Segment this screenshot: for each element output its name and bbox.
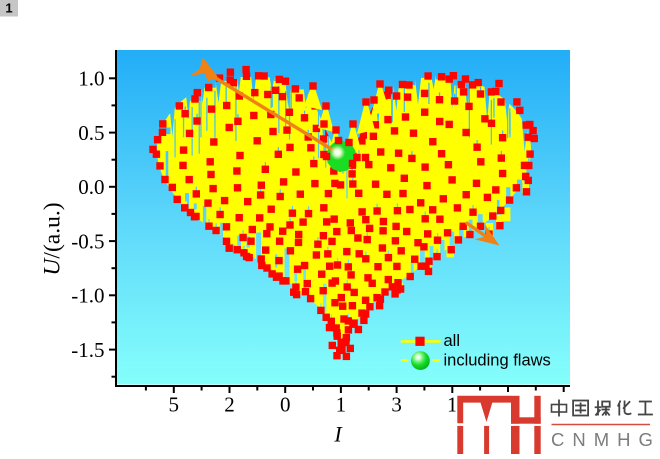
svg-text:all: all [444, 332, 461, 350]
svg-text:0: 0 [280, 393, 291, 417]
svg-text:5: 5 [169, 393, 180, 417]
svg-text:1: 1 [5, 1, 12, 16]
svg-text:0.0: 0.0 [78, 175, 104, 199]
svg-text:-1.5: -1.5 [71, 338, 104, 362]
svg-text:U/(a.u.): U/(a.u.) [40, 202, 66, 275]
svg-text:-0.5: -0.5 [71, 229, 104, 253]
svg-text:-1.0: -1.0 [71, 284, 104, 308]
svg-text:I: I [333, 422, 343, 447]
svg-text:3: 3 [391, 393, 402, 417]
svg-text:including flaws: including flaws [444, 352, 551, 370]
svg-text:0.5: 0.5 [78, 121, 104, 145]
svg-text:2: 2 [224, 393, 235, 417]
svg-text:1: 1 [336, 393, 347, 417]
svg-text:CNMHG: CNMHG [551, 429, 660, 450]
svg-text:1.0: 1.0 [78, 67, 104, 91]
svg-text:1: 1 [447, 393, 458, 417]
